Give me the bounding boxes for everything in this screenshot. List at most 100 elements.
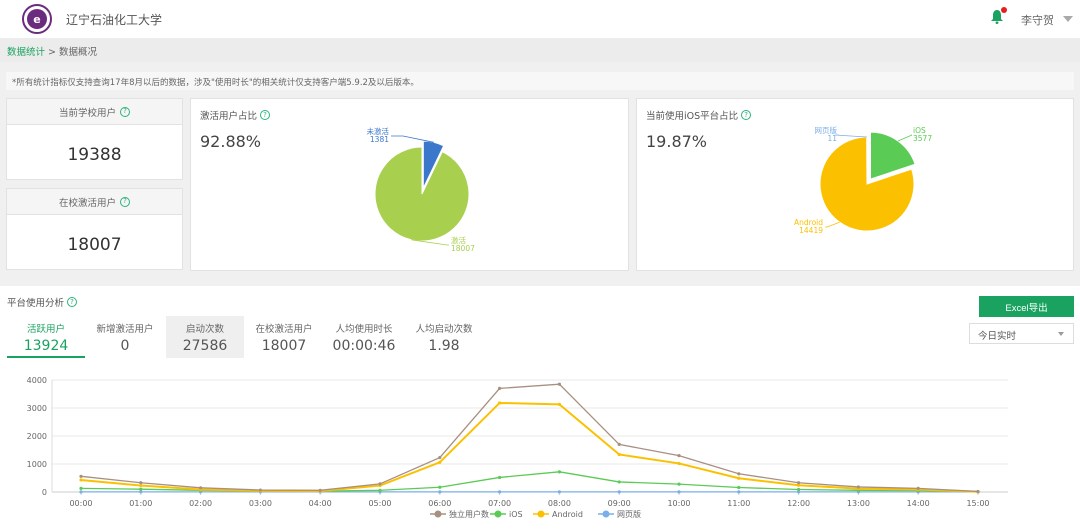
time-range-select[interactable]: 今日实时 — [969, 323, 1074, 344]
breadcrumb-parent[interactable]: 数据统计 — [7, 47, 46, 58]
legend-marker[interactable] — [537, 510, 545, 518]
data-point[interactable] — [797, 487, 801, 492]
data-point[interactable] — [617, 490, 621, 494]
series-line-0[interactable] — [80, 383, 979, 493]
data-point[interactable] — [438, 485, 442, 489]
x-tick-label: 03:00 — [249, 499, 272, 508]
data-point[interactable] — [557, 490, 562, 494]
legend-label[interactable]: Android — [552, 510, 583, 519]
data-point[interactable] — [557, 470, 562, 474]
data-point[interactable] — [677, 461, 681, 466]
pie-label-name: Android — [794, 218, 823, 227]
data-point[interactable] — [557, 402, 562, 406]
data-point[interactable] — [677, 482, 681, 486]
data-point[interactable] — [498, 401, 502, 405]
data-point[interactable] — [677, 490, 681, 494]
help-icon[interactable]: ? — [67, 297, 78, 307]
data-point[interactable] — [318, 488, 322, 492]
legend-label[interactable]: 独立用户数 — [449, 509, 489, 519]
data-point[interactable] — [557, 382, 562, 386]
series-line-2[interactable] — [80, 401, 979, 493]
tab-label: 人均使用时长 — [335, 324, 393, 335]
university-crest-icon: e — [27, 9, 47, 29]
pie-slice-0[interactable] — [870, 131, 916, 180]
university-logo[interactable]: e — [22, 4, 52, 34]
help-icon[interactable]: ? — [260, 110, 271, 120]
tab-active-users[interactable]: 活跃用户 13924 — [7, 316, 85, 358]
pie-label-name: 网页版 — [815, 125, 838, 135]
data-point[interactable] — [617, 452, 621, 457]
data-point[interactable] — [797, 481, 801, 485]
x-tick-label: 09:00 — [608, 499, 631, 508]
chevron-down-icon[interactable] — [1063, 16, 1073, 22]
data-point[interactable] — [378, 488, 382, 492]
data-point[interactable] — [438, 460, 442, 464]
user-name[interactable]: 李守贺 — [1021, 14, 1054, 27]
data-point[interactable] — [737, 490, 741, 494]
tab-avg-launches[interactable]: 人均启动次数 1.98 — [405, 316, 483, 358]
data-point[interactable] — [976, 489, 980, 494]
data-point[interactable] — [79, 490, 83, 494]
data-point[interactable] — [139, 481, 143, 485]
tab-launch-count[interactable]: 启动次数 27586 — [166, 316, 244, 358]
data-point[interactable] — [79, 478, 83, 482]
breadcrumb: 数据统计 > 数据概况 — [0, 38, 1080, 62]
x-tick-label: 06:00 — [428, 499, 451, 508]
tab-value: 0 — [120, 338, 130, 354]
data-point[interactable] — [617, 480, 621, 484]
tab-label: 人均启动次数 — [415, 324, 473, 335]
data-point[interactable] — [797, 490, 801, 494]
data-point[interactable] — [79, 486, 83, 490]
data-point[interactable] — [617, 442, 621, 446]
section-title-text: 平台使用分析 — [7, 298, 65, 309]
data-point[interactable] — [438, 490, 442, 494]
tab-value: 13924 — [23, 338, 69, 354]
data-point[interactable] — [677, 454, 681, 458]
data-point[interactable] — [139, 483, 143, 488]
data-point[interactable] — [498, 386, 502, 390]
data-point[interactable] — [139, 487, 143, 491]
data-point[interactable] — [737, 485, 741, 490]
y-tick-label: 3000 — [27, 404, 47, 413]
legend-label[interactable]: 网页版 — [617, 509, 641, 519]
legend-marker[interactable] — [434, 510, 442, 518]
stat-card-header: 在校激活用户 ? — [7, 189, 182, 215]
data-point[interactable] — [737, 476, 741, 480]
data-point[interactable] — [199, 486, 203, 490]
help-icon[interactable]: ? — [741, 110, 752, 120]
data-point[interactable] — [498, 490, 502, 494]
stat-label: 当前学校用户 — [58, 107, 116, 119]
legend-label[interactable]: iOS — [509, 510, 523, 519]
data-point[interactable] — [797, 483, 801, 487]
data-point[interactable] — [498, 475, 502, 480]
tab-active-students[interactable]: 在校激活用户 18007 — [245, 316, 323, 358]
card-title-text: 当前使用iOS平台占比 — [646, 111, 739, 122]
pie-label-line — [834, 134, 867, 138]
tab-label: 在校激活用户 — [255, 324, 313, 335]
tab-value: 1.98 — [428, 338, 460, 354]
data-point[interactable] — [916, 486, 920, 490]
data-point[interactable] — [79, 474, 83, 478]
help-icon[interactable]: ? — [120, 106, 130, 117]
x-tick-label: 15:00 — [966, 499, 989, 508]
help-icon[interactable]: ? — [120, 196, 130, 207]
pie-label-line — [897, 134, 913, 142]
data-point[interactable] — [438, 455, 442, 460]
legend-marker[interactable] — [494, 510, 502, 518]
bell-icon[interactable] — [990, 9, 1004, 25]
legend-marker[interactable] — [602, 510, 610, 518]
excel-export-button[interactable]: Excel导出 — [979, 296, 1074, 317]
data-point[interactable] — [378, 482, 382, 486]
tab-new-activations[interactable]: 新增激活用户 0 — [86, 316, 164, 358]
data-point[interactable] — [737, 472, 741, 476]
y-tick-label: 0 — [42, 488, 47, 497]
pie-slice-1[interactable] — [374, 146, 470, 242]
x-tick-label: 11:00 — [727, 499, 750, 508]
data-point[interactable] — [856, 485, 861, 489]
data-point[interactable] — [139, 490, 143, 494]
tab-avg-duration[interactable]: 人均使用时长 00:00:46 — [325, 316, 403, 358]
chevron-down-icon — [1058, 332, 1064, 336]
data-point[interactable] — [258, 488, 262, 492]
breadcrumb-separator: > — [48, 47, 57, 58]
